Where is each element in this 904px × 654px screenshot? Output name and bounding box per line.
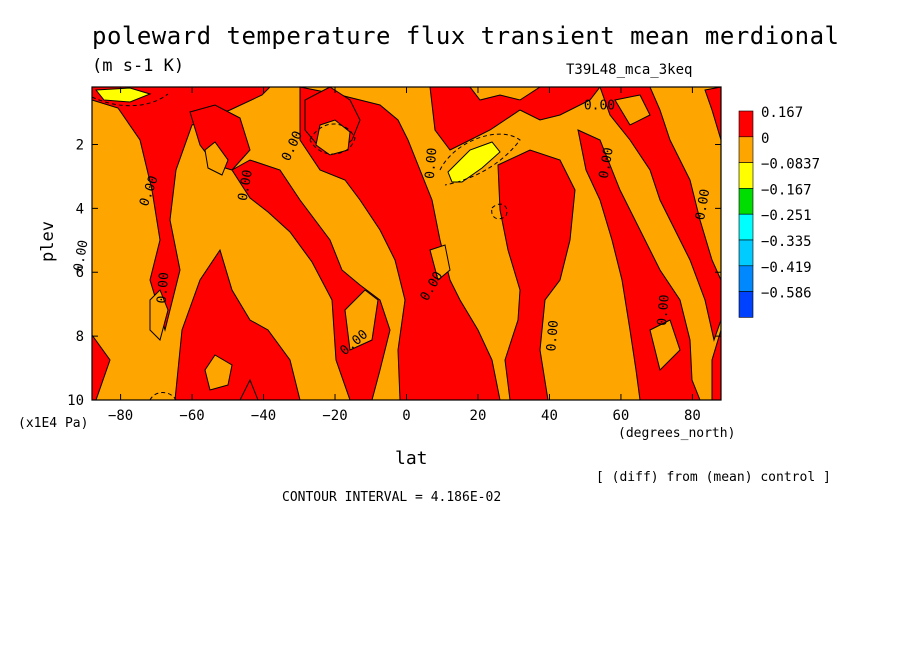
contour-label: 0.00 xyxy=(693,188,713,221)
legend-swatch xyxy=(738,136,754,163)
negative-contour xyxy=(91,93,169,107)
x-tick-label: 60 xyxy=(613,408,630,424)
zero-island xyxy=(149,289,169,341)
legend-swatch xyxy=(738,239,754,267)
positive-region xyxy=(599,86,722,342)
zero-island xyxy=(649,319,681,371)
y-tick-label: 2 xyxy=(76,137,84,153)
negative-contour xyxy=(439,133,521,186)
contour-interval: CONTOUR INTERVAL = 4.186E-02 xyxy=(282,490,502,505)
legend-swatch xyxy=(738,162,754,189)
axes: −80 −60 −40 −20 0 20 40 60 80 2 4 6 8 10 xyxy=(67,86,722,424)
chart-title: poleward temperature flux transient mean… xyxy=(92,22,840,50)
contour-label: 0.00 xyxy=(423,147,441,180)
contour-label: 0.00 xyxy=(155,272,173,305)
chart-units: (m s-1 K) xyxy=(92,56,185,76)
y-tick-label: 4 xyxy=(76,201,84,217)
legend-swatch xyxy=(738,291,754,318)
legend-label: −0.251 xyxy=(761,208,812,224)
x-tick-label: 80 xyxy=(684,408,701,424)
positive-region xyxy=(429,86,602,151)
positive-region xyxy=(189,104,251,171)
x-tick-label: 20 xyxy=(470,408,487,424)
legend-label: 0.167 xyxy=(761,105,803,121)
contour-label: 0.00 xyxy=(236,169,256,202)
diff-note: [ (diff) from (mean) control ] xyxy=(596,470,831,485)
zero-island xyxy=(344,289,379,351)
x-axis-units: (degrees_north) xyxy=(618,426,736,441)
negative-region xyxy=(447,141,501,183)
heatmap-field xyxy=(91,86,722,401)
legend-label: −0.167 xyxy=(761,182,812,198)
negative-contour xyxy=(309,123,356,155)
negative-contour xyxy=(149,392,177,401)
negative-contour xyxy=(491,203,508,220)
x-tick-label: −40 xyxy=(251,408,276,424)
legend-label: −0.335 xyxy=(761,234,812,250)
x-tick-label: 40 xyxy=(541,408,558,424)
y-tick-label: 8 xyxy=(76,329,84,345)
x-axis-label: lat xyxy=(395,448,428,469)
legend-label: 0 xyxy=(761,131,769,147)
legend: 0.167 0 −0.0837 −0.167 −0.251 −0.335 −0.419 −0.… xyxy=(738,105,820,318)
positive-region xyxy=(174,248,301,401)
contour-label: 0.00 xyxy=(71,239,91,272)
legend-label: −0.586 xyxy=(761,286,812,302)
y-axis-units: (x1E4 Pa) xyxy=(18,416,89,431)
contour-label: 0.00 xyxy=(584,98,615,113)
y-tick-label: 10 xyxy=(67,393,84,409)
legend-label: −0.0837 xyxy=(761,157,820,173)
zero-island xyxy=(315,119,351,156)
negative-region xyxy=(95,87,152,103)
positive-region xyxy=(299,86,501,401)
zero-island xyxy=(429,244,451,281)
zero-island xyxy=(204,354,233,391)
zero-island xyxy=(614,94,651,126)
legend-label: −0.419 xyxy=(761,260,812,276)
legend-swatch xyxy=(738,110,754,138)
contour-label: 0.00 xyxy=(655,294,673,327)
y-tick-label: 6 xyxy=(76,265,84,281)
contour-label: 0.00 xyxy=(544,320,562,353)
x-tick-label: −20 xyxy=(322,408,347,424)
contour-label: 0.00 xyxy=(597,146,617,179)
zero-island xyxy=(204,141,229,176)
run-label: T39L48_mca_3keq xyxy=(566,62,693,78)
x-tick-label: −60 xyxy=(179,408,204,424)
x-tick-label: 0 xyxy=(402,408,410,424)
legend-swatch xyxy=(738,213,754,241)
contour-lines xyxy=(91,93,521,401)
legend-swatch xyxy=(738,188,754,215)
x-tick-label: −80 xyxy=(108,408,133,424)
positive-region xyxy=(91,86,272,332)
y-axis-label: plev xyxy=(38,221,58,262)
positive-region xyxy=(497,149,576,401)
legend-swatch xyxy=(738,265,754,292)
